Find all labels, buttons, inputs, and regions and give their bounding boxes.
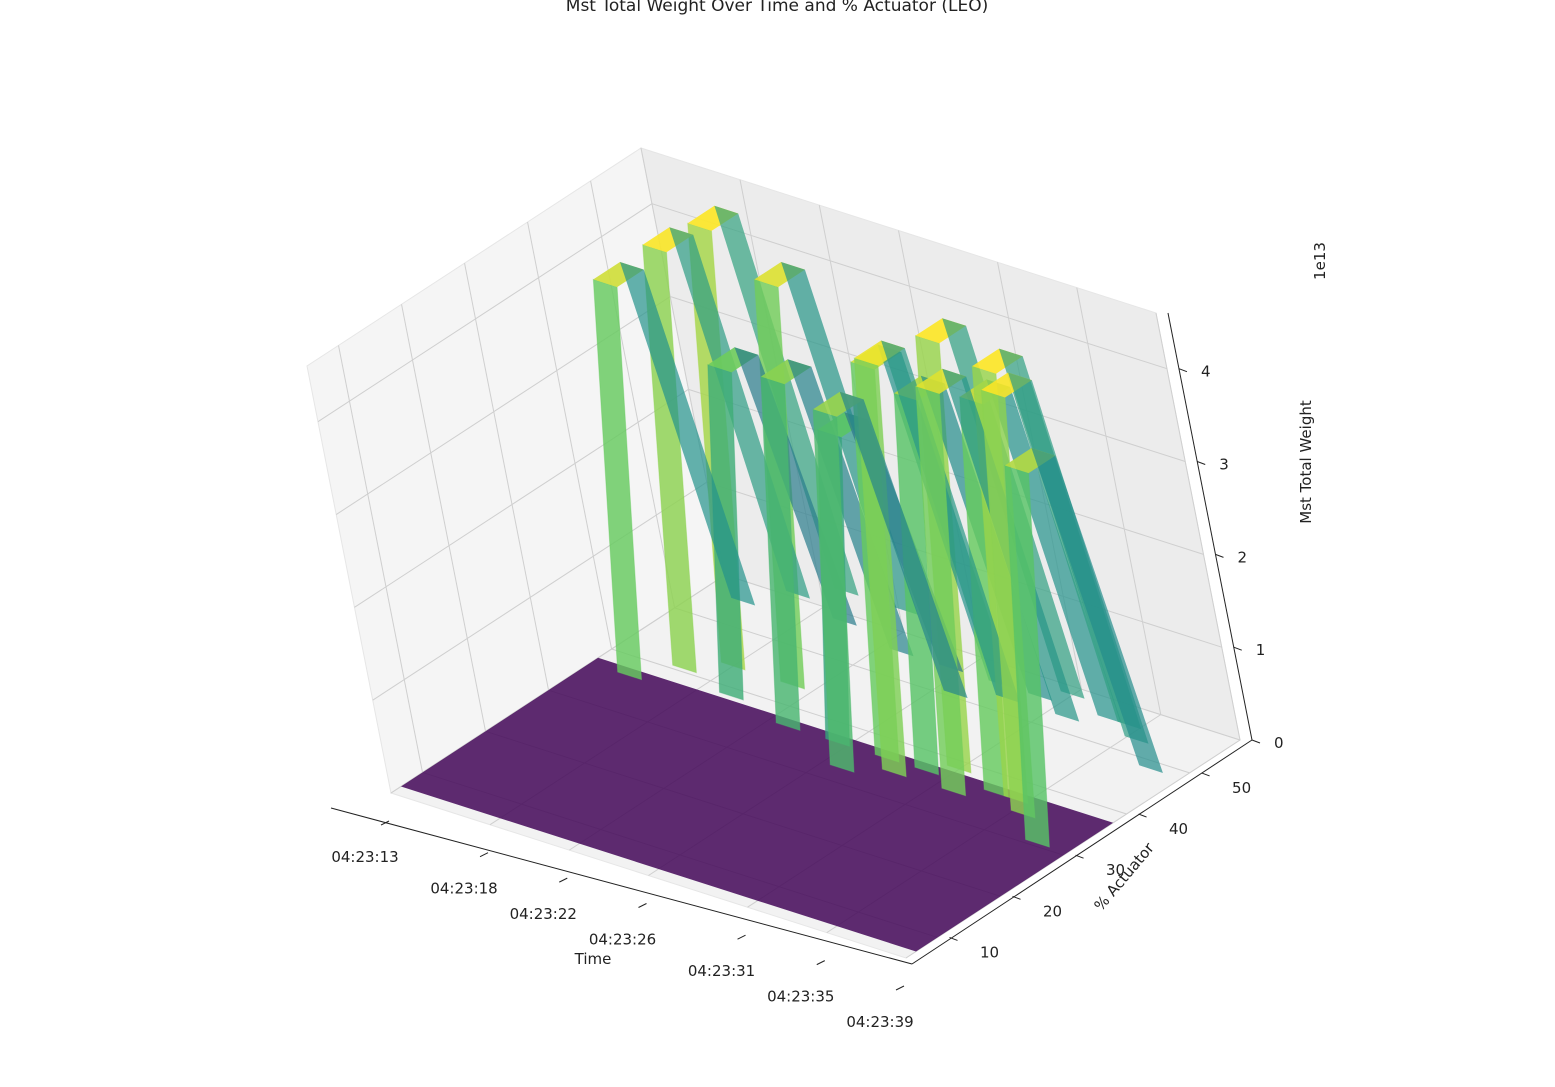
y-tick-label: 10 <box>980 943 999 961</box>
x-tick-label: 04:23:13 <box>331 848 398 866</box>
chart-title: Mst Total Weight Over Time and % Actuato… <box>566 0 988 16</box>
x-tick-label: 04:23:26 <box>589 931 656 949</box>
z-offset-label: 1e13 <box>1311 242 1329 280</box>
gridline-x-back <box>1155 312 1241 741</box>
x-axis-label: Time <box>574 950 612 968</box>
gridline-x-back <box>1076 287 1162 715</box>
x-tick-mark <box>380 820 390 826</box>
z-tick-mark <box>1251 739 1261 744</box>
z-tick-mark <box>1215 553 1224 558</box>
y-tick-mark <box>1201 772 1210 777</box>
tick-labels: 04:23:13 04:23:18 04:23:22 04:23:26 04:23:31… <box>331 363 1283 1031</box>
y-tick-label: 20 <box>1043 902 1062 920</box>
x-tick-label: 04:23:31 <box>688 962 755 980</box>
x-tick-label: 04:23:22 <box>510 905 577 923</box>
x-tick-mark <box>479 852 489 858</box>
y-tick-label: 40 <box>1169 820 1188 838</box>
y-axis-line <box>911 739 1253 965</box>
z-tick-mark <box>1233 646 1242 651</box>
y-tick-label: 50 <box>1232 779 1251 797</box>
x-tick-mark <box>559 877 568 883</box>
gridline-y-wall <box>338 345 424 773</box>
surface-ridge-back <box>881 340 1020 703</box>
y-tick-mark <box>1012 895 1021 900</box>
z-tick-mark <box>1178 368 1188 373</box>
z-axis-label: Mst Total Weight <box>1297 400 1315 524</box>
surface-mesh <box>401 205 1163 952</box>
z-tick-mark <box>1197 461 1206 465</box>
z-tick-label: 3 <box>1219 456 1229 474</box>
z-tick-label: 1 <box>1256 641 1266 659</box>
x-axis-line <box>330 807 913 965</box>
x-tick-mark <box>737 934 746 940</box>
gridline-y-wall <box>527 221 613 650</box>
x-tick-label: 04:23:39 <box>846 1013 913 1031</box>
x-tick-label: 04:23:18 <box>430 880 497 898</box>
gridline-y-wall <box>464 263 550 691</box>
x-tick-mark <box>638 903 647 908</box>
x-tick-label: 04:23:35 <box>767 988 834 1006</box>
z-axis-line <box>1167 312 1253 741</box>
axis-lines <box>330 312 1253 965</box>
x-tick-mark <box>816 960 825 966</box>
surface-base <box>401 657 1114 952</box>
z-tick-label: 0 <box>1274 734 1284 752</box>
surface-ridge-back <box>839 391 968 699</box>
gridline-y-wall <box>401 304 487 732</box>
y-tick-mark <box>949 936 958 941</box>
gridline-z-wall <box>354 388 689 608</box>
y-axis-label: % Actuator <box>1091 839 1159 915</box>
surface-ridge-back <box>620 262 756 606</box>
y-tick-mark <box>1138 813 1147 818</box>
surface-ridge-back <box>1031 448 1163 773</box>
gridline-z-wall <box>317 203 653 423</box>
z-tick-label: 4 <box>1201 363 1211 381</box>
gridline-z-wall <box>372 481 708 701</box>
y-tick-label: 30 <box>1106 861 1125 879</box>
y-tick-mark <box>1075 854 1084 859</box>
gridline-y-wall <box>590 180 676 609</box>
x-tick-mark <box>895 985 905 991</box>
z-tick-label: 2 <box>1237 548 1247 566</box>
